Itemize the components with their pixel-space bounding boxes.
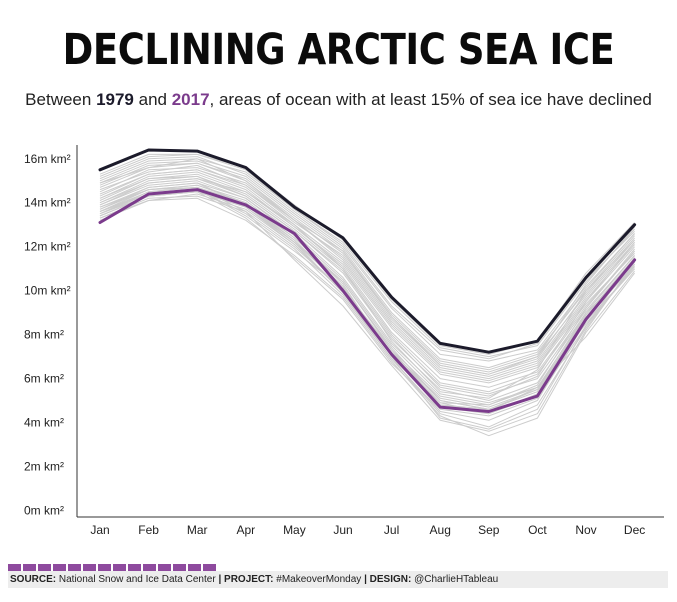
x-tick-label: Aug — [430, 523, 451, 537]
project-value: #MakeoverMonday — [273, 574, 362, 585]
year-line — [99, 184, 635, 406]
chart-title: DECLINING ARCTIC SEA ICE — [62, 25, 615, 75]
design-label: | DESIGN: — [364, 574, 412, 585]
subtitle-year-start: 1979 — [96, 90, 134, 109]
year-line — [99, 178, 635, 399]
highlight-year-lines — [98, 148, 637, 413]
year-line — [99, 186, 636, 432]
source-value: National Snow and Ice Data Center — [56, 574, 216, 585]
project-label: | PROJECT: — [218, 574, 274, 585]
year-line — [99, 160, 635, 369]
footer-accent-segment — [23, 564, 36, 571]
footer-accent-segment — [173, 564, 186, 571]
year-line — [99, 189, 635, 428]
y-tick-label: 12m km² — [24, 240, 71, 254]
year-line-2017 — [98, 188, 637, 413]
footer-accent-segment — [83, 564, 96, 571]
x-tick-label: Feb — [138, 523, 159, 537]
footer-credits: SOURCE: National Snow and Ice Data Cente… — [8, 571, 668, 588]
year-line — [99, 169, 635, 380]
background-year-lines — [99, 153, 636, 437]
footer-accent-segment — [128, 564, 141, 571]
subtitle-year-end: 2017 — [171, 90, 210, 109]
x-tick-label: Sep — [478, 523, 500, 537]
year-line — [99, 173, 635, 388]
x-tick-label: Jan — [90, 523, 109, 537]
footer-accent-segment — [158, 564, 171, 571]
sea-ice-line-chart: 0m km² 2m km² 4m km² 6m km² 8m km² 10m km² 12m… — [24, 145, 664, 537]
year-line-1979 — [98, 148, 637, 354]
year-line — [99, 197, 635, 437]
year-line — [99, 186, 635, 410]
subtitle-text-1: Between — [25, 90, 97, 109]
x-tick-label: Oct — [528, 523, 547, 537]
footer-accent-segment — [98, 564, 111, 571]
design-value: @CharlieHTableau — [411, 574, 499, 585]
chart-subtitle: Between 1979 and 2017, areas of ocean wi… — [0, 88, 677, 112]
year-line — [99, 162, 635, 371]
year-line — [99, 156, 635, 362]
y-tick-label: 16m km² — [24, 152, 71, 166]
footer-accent-segment — [188, 564, 201, 571]
y-tick-label: 6m km² — [24, 372, 64, 386]
x-tick-label: May — [283, 523, 306, 537]
y-tick-labels: 0m km² 2m km² 4m km² 6m km² 8m km² 10m km² 12m… — [24, 152, 71, 518]
footer-accent-segment — [53, 564, 66, 571]
y-tick-label: 14m km² — [24, 196, 71, 210]
footer-accent-bars — [8, 564, 216, 571]
y-tick-label: 10m km² — [24, 284, 71, 298]
x-tick-label: Nov — [575, 523, 596, 537]
source-label: SOURCE: — [10, 574, 57, 585]
footer-accent-segment — [8, 564, 21, 571]
year-line — [99, 175, 635, 397]
year-line — [99, 164, 635, 375]
y-tick-label: 4m km² — [24, 416, 64, 430]
year-line — [99, 158, 635, 375]
year-line — [99, 180, 635, 401]
footer-accent-segment — [143, 564, 156, 571]
footer-accent-segment — [38, 564, 51, 571]
y-tick-label: 2m km² — [24, 459, 64, 473]
footer-accent-segment — [68, 564, 81, 571]
y-tick-label: 0m km² — [24, 503, 64, 517]
x-tick-labels: Jan Feb Mar Apr May Jun Jul Aug Sep Oct Nov Dec — [90, 523, 645, 537]
x-tick-label: Dec — [624, 523, 645, 537]
subtitle-text-2: and — [133, 90, 172, 109]
axis-layer — [76, 145, 664, 518]
y-tick-label: 8m km² — [24, 328, 64, 342]
x-tick-label: Jul — [384, 523, 399, 537]
year-line — [99, 167, 635, 377]
year-line — [99, 184, 636, 430]
subtitle-text-3: , areas of ocean with at least 15% of se… — [209, 90, 652, 109]
footer-accent-segment — [203, 564, 216, 571]
x-tick-label: Mar — [187, 523, 208, 537]
footer-accent-segment — [113, 564, 126, 571]
x-tick-label: Apr — [236, 523, 255, 537]
x-tick-label: Jun — [333, 523, 352, 537]
